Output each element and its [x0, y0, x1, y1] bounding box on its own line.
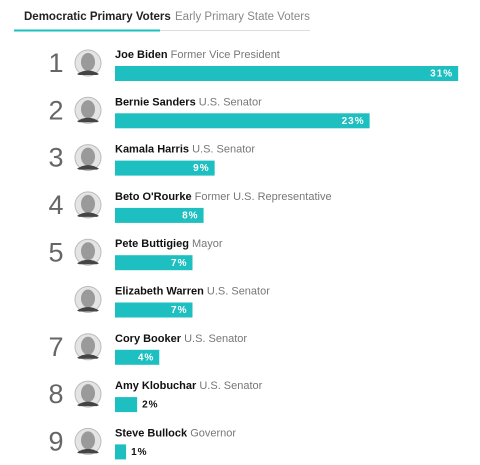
photo: [74, 96, 102, 124]
bar: [115, 302, 193, 318]
rank: 3: [48, 143, 63, 173]
photo: [74, 191, 102, 219]
value-label: 8%: [182, 211, 198, 222]
candidate-label: Amy Klobuchar U.S. Senator: [115, 380, 263, 392]
bar: [115, 444, 127, 460]
rank: 2: [48, 95, 63, 125]
candidate-description: U.S. Senator: [207, 285, 270, 297]
value-label: 9%: [193, 163, 209, 174]
photo-face: [81, 194, 95, 213]
photo-face: [81, 431, 95, 450]
rank: 7: [48, 332, 63, 362]
bar: [115, 160, 215, 176]
candidate-label: Beto O'Rourke Former U.S. Representative: [115, 191, 332, 203]
bar: [115, 255, 193, 271]
candidate-name: Kamala Harris: [115, 144, 189, 156]
value-label: 7%: [171, 258, 187, 269]
photo-shoulders: [77, 354, 99, 359]
tab[interactable]: Early Primary State Voters: [175, 11, 310, 23]
photo-face: [81, 147, 95, 166]
candidate-label: Cory Booker U.S. Senator: [115, 333, 247, 345]
candidate-name: Steve Bullock: [115, 427, 188, 439]
value-label: 7%: [171, 305, 187, 316]
photo: [74, 49, 102, 77]
photo-face: [81, 242, 95, 261]
value-label: 4%: [138, 352, 154, 363]
candidate-name: Amy Klobuchar: [115, 380, 197, 392]
photo-shoulders: [77, 401, 99, 407]
value-label: 2%: [142, 400, 158, 411]
candidate-description: U.S. Senator: [199, 380, 262, 392]
rank: 1: [48, 48, 63, 78]
rank: 9: [48, 427, 63, 457]
candidate-description: Mayor: [192, 238, 223, 250]
photo-face: [81, 100, 95, 119]
photo-shoulders: [77, 448, 99, 454]
candidate-label: Joe Biden Former Vice President: [115, 49, 280, 61]
photo: [74, 286, 102, 313]
photo-face: [81, 289, 95, 308]
photo-shoulders: [77, 165, 99, 170]
value-label: 1%: [131, 447, 147, 458]
candidate-description: Former Vice President: [171, 49, 280, 61]
photo: [74, 427, 102, 455]
rank: 5: [48, 237, 63, 267]
value-label: 23%: [342, 116, 365, 127]
candidate-description: U.S. Senator: [199, 96, 262, 108]
value-label: 31%: [430, 69, 453, 80]
candidate-name: Beto O'Rourke: [115, 191, 192, 203]
photo-shoulders: [77, 212, 99, 217]
candidate-description: U.S. Senator: [184, 333, 247, 345]
candidate-label: Kamala Harris U.S. Senator: [115, 144, 255, 156]
tab[interactable]: Democratic Primary Voters: [24, 11, 171, 23]
candidate-description: Former U.S. Representative: [195, 191, 332, 203]
bar: [115, 66, 459, 81]
bar: [115, 113, 370, 129]
bar: [115, 349, 160, 365]
rank: 4: [48, 190, 63, 220]
candidate-label: Elizabeth Warren U.S. Senator: [115, 285, 270, 297]
photo-face: [81, 53, 95, 71]
candidate-label: Bernie Sanders U.S. Senator: [115, 96, 262, 108]
photo-shoulders: [77, 70, 99, 75]
photo-shoulders: [77, 117, 99, 123]
rank: 8: [48, 379, 63, 409]
candidate-name: Cory Booker: [115, 333, 182, 345]
bar: [115, 397, 138, 413]
candidate-name: Elizabeth Warren: [115, 285, 204, 297]
photo: [74, 144, 102, 172]
candidate-description: Governor: [190, 427, 236, 439]
photo-shoulders: [77, 307, 99, 312]
candidate-name: Joe Biden: [115, 49, 168, 61]
candidate-label: Pete Buttigieg Mayor: [115, 238, 223, 250]
bar: [115, 207, 204, 223]
photo-shoulders: [77, 259, 99, 265]
photo: [74, 333, 102, 361]
photo: [74, 238, 102, 266]
candidate-name: Bernie Sanders: [115, 96, 196, 108]
candidate-label: Steve Bullock Governor: [115, 427, 236, 439]
photo-face: [81, 384, 95, 403]
candidate-name: Pete Buttigieg: [115, 238, 189, 250]
photo: [74, 380, 102, 408]
photo-face: [81, 336, 95, 355]
candidate-description: U.S. Senator: [192, 144, 255, 156]
